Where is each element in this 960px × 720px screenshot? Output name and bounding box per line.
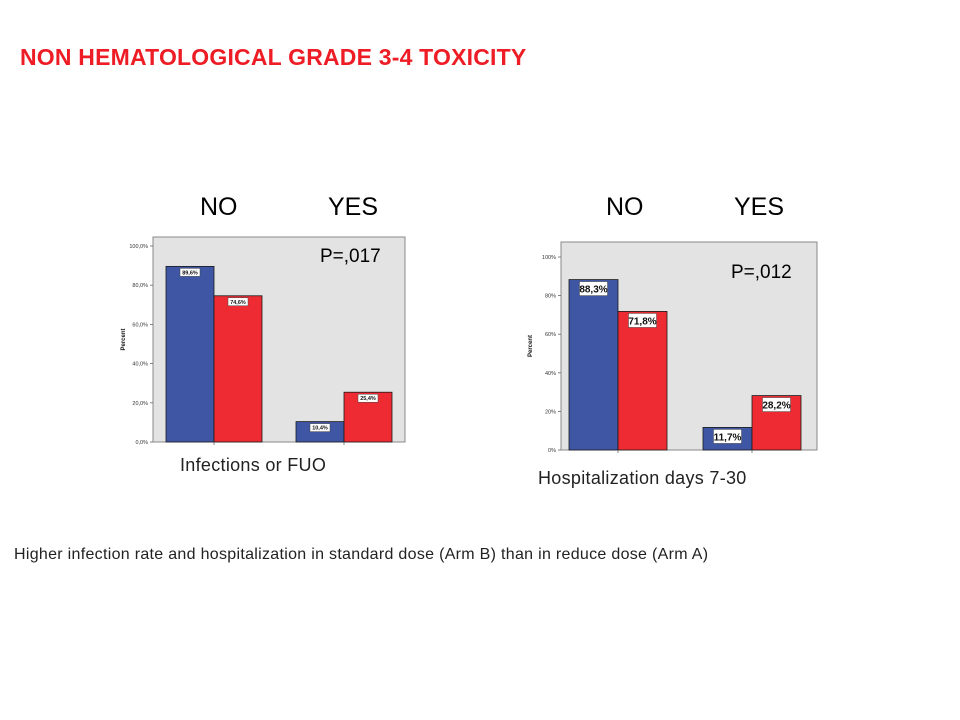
chart1-data-label: 74,6% bbox=[230, 300, 246, 306]
chart2-ytick-label: 60% bbox=[545, 332, 556, 338]
chart2-ytick-label: 20% bbox=[545, 409, 556, 415]
chart1-caption: Infections or FUO bbox=[180, 455, 327, 475]
chart1-ytick-label: 40,0% bbox=[132, 362, 148, 368]
chart1-data-label: 10,4% bbox=[312, 426, 328, 432]
chart1-ytick-label: 20,0% bbox=[132, 401, 148, 407]
chart1-data-label: 89,6% bbox=[182, 270, 198, 276]
chart1-ytick-label: 0,0% bbox=[135, 440, 148, 446]
chart1-data-label: 25,4% bbox=[360, 396, 376, 402]
chart1-bar-no-s1 bbox=[165, 265, 215, 443]
chart2-ytick-label: 40% bbox=[545, 371, 556, 377]
chart1-data-label-box bbox=[227, 297, 249, 307]
chart1-ytick-label: 80,0% bbox=[132, 283, 148, 289]
infections-bar-chart: 0,0% 20,0% 40,0% 60,0% 80,0% 100,0% Percent 89,… bbox=[121, 236, 406, 446]
chart2-p-value: P=,012 bbox=[731, 262, 792, 283]
chart2-caption: Hospitalization days 7-30 bbox=[538, 468, 747, 488]
chart1-data-label-box bbox=[309, 423, 331, 432]
chart2-bar-no-s2 bbox=[617, 311, 668, 451]
chart2-ytick-label: 0% bbox=[548, 448, 556, 454]
chart2-data-label: 88,3% bbox=[579, 285, 607, 296]
slide-title: NON HEMATOLOGICAL GRADE 3-4 TOXICITY bbox=[20, 44, 527, 70]
chart2-data-label-box bbox=[713, 429, 742, 444]
chart2-data-label-box bbox=[628, 313, 657, 328]
chart1-data-label-box bbox=[179, 268, 201, 277]
chart1-ytick-label: 60,0% bbox=[132, 322, 148, 328]
chart1-ytick-label: 100,0% bbox=[129, 244, 148, 250]
chart1-p-value: P=,017 bbox=[320, 246, 381, 267]
chart2-ytick-label: 100% bbox=[542, 255, 556, 261]
chart2-data-label-box bbox=[762, 397, 791, 412]
chart2-yes-label: YES bbox=[734, 193, 785, 221]
hospitalization-bar-chart: 0% 20% 40% 60% 80% 100% Percent 88,3% 71,8% 11,7%… bbox=[528, 241, 818, 454]
chart2-data-label-box bbox=[579, 281, 608, 296]
chart1-yes-label: YES bbox=[328, 193, 379, 221]
chart1-no-label: NO bbox=[200, 193, 238, 221]
chart2-no-label: NO bbox=[606, 193, 644, 221]
chart2-bar-no-s1 bbox=[568, 279, 619, 451]
chart2-ytick-label: 80% bbox=[545, 294, 556, 300]
chart2-data-label: 71,8% bbox=[628, 316, 656, 327]
chart2-data-label: 11,7% bbox=[714, 432, 742, 443]
chart1-ylabel: Percent bbox=[121, 328, 127, 350]
chart1-data-label-box bbox=[357, 393, 379, 403]
chart2-ylabel: Percent bbox=[528, 335, 534, 357]
chart2-data-label: 28,2% bbox=[762, 401, 790, 412]
footer-note: Higher infection rate and hospitalizatio… bbox=[14, 546, 709, 563]
chart1-bar-no-s2 bbox=[213, 295, 263, 443]
